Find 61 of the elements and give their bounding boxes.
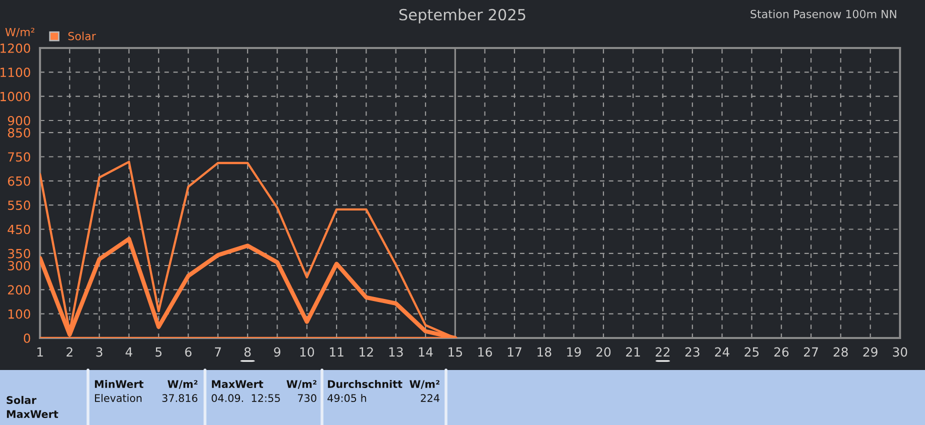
y-tick-label: 300	[8, 260, 30, 270]
text: 49:05 h	[328, 394, 366, 402]
x-tick-label: 21	[626, 347, 640, 357]
x-tick-label: 30	[893, 347, 908, 357]
x-tick-label: 10	[300, 347, 314, 357]
y-tick-label: 850	[8, 128, 30, 138]
y-tick-label: 650	[8, 176, 30, 186]
x-tick-label: 15	[448, 347, 462, 357]
y-tick-label: 900	[8, 116, 30, 126]
y-tick-label: 1000	[0, 92, 30, 102]
x-tick-label: 27	[804, 347, 818, 357]
x-tick-label: 1	[37, 347, 43, 357]
x-tick-label: 8	[244, 347, 251, 357]
x-tick-label: 7	[214, 347, 221, 357]
text: 730	[298, 394, 316, 402]
x-tick-label: 23	[685, 347, 700, 357]
x-tick-label: 20	[596, 347, 611, 357]
x-tick-label: 13	[389, 347, 403, 357]
chart-subtitle: Station Pasenow 100m NN	[750, 10, 896, 18]
y-tick-label: 1100	[0, 68, 30, 78]
y-tick-label: 0	[24, 333, 30, 343]
text: Durchschnitt	[328, 380, 402, 388]
y-tick-label: 450	[8, 224, 30, 234]
x-tick-label: 17	[508, 347, 522, 357]
x-tick-label: 24	[715, 347, 730, 357]
text: 224	[420, 394, 440, 402]
x-tick-label: 2	[66, 347, 72, 357]
y-tick-label: 350	[8, 248, 30, 258]
text: MinWert	[94, 380, 144, 388]
x-tick-label: 16	[478, 347, 492, 357]
text: W/m²	[168, 380, 198, 389]
x-tick-label: 3	[96, 347, 102, 357]
x-tick-label: 26	[774, 347, 789, 357]
x-tick-label: 18	[538, 347, 552, 357]
x-tick-label: 12	[360, 347, 373, 357]
text: 04.09. 12:55	[212, 394, 280, 402]
text: W/m²	[286, 380, 316, 389]
text: Solar MaxWert	[6, 396, 58, 418]
x-tick-label: 19	[567, 347, 581, 357]
chart-title: September 2025	[399, 8, 526, 24]
y-tick-label: 100	[8, 309, 30, 319]
x-tick-label: 11	[330, 347, 344, 357]
y-tick-label: 1200	[0, 43, 30, 53]
text: W/m²	[410, 380, 440, 389]
y-tick-label: 750	[8, 152, 30, 162]
x-tick-label: 9	[274, 347, 280, 357]
x-tick-label: 29	[863, 347, 878, 357]
y-tick-label: 550	[8, 200, 30, 210]
x-tick-label: 22	[656, 347, 670, 357]
text: Elevation	[95, 394, 142, 402]
x-tick-label: 4	[126, 347, 132, 357]
x-tick-label: 6	[185, 347, 192, 357]
legend-label: Solar	[68, 32, 96, 40]
y-axis-title: W/m²	[5, 28, 34, 38]
text: MaxWert	[212, 380, 264, 388]
x-tick-label: 25	[744, 347, 759, 357]
x-tick-label: 28	[834, 347, 848, 357]
x-tick-label: 5	[156, 347, 162, 357]
y-tick-label: 200	[8, 285, 30, 295]
x-tick-label: 14	[418, 347, 433, 357]
text: 37.816	[162, 394, 198, 402]
